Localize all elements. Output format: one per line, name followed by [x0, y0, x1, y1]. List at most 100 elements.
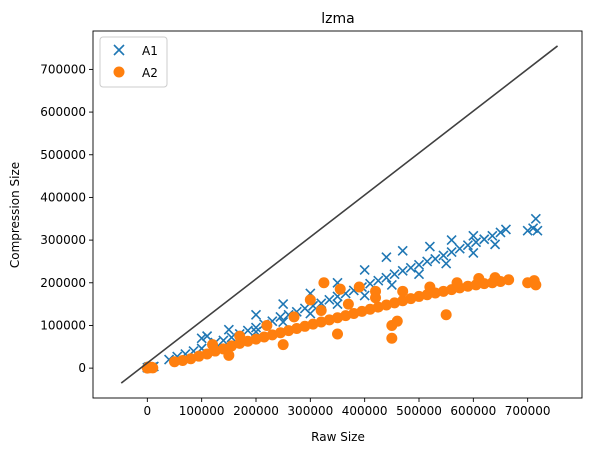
data-point-a1 [386, 279, 397, 290]
data-point-a1 [468, 247, 479, 258]
data-point-a1 [446, 235, 457, 246]
y-tick-label: 400000 [40, 190, 86, 204]
data-point-a2 [386, 332, 398, 344]
data-point-a2 [288, 311, 300, 323]
legend-marker-a2 [113, 66, 125, 78]
y-tick-label: 500000 [40, 148, 86, 162]
y-axis-label: Compression Size [8, 162, 22, 268]
data-point-a1 [397, 245, 408, 256]
data-point-a1 [413, 269, 425, 280]
legend: A1 A2 [99, 36, 168, 88]
data-point-a1 [405, 262, 416, 273]
y-tick-label: 600000 [40, 105, 86, 119]
data-point-a1 [278, 316, 289, 328]
data-point-a1 [305, 308, 316, 319]
data-point-a1 [278, 299, 289, 310]
data-point-a2 [462, 280, 474, 292]
data-point-a1 [196, 333, 207, 344]
data-point-a1 [490, 239, 501, 250]
data-point-a1 [500, 224, 511, 235]
data-point-a2 [473, 273, 485, 285]
y-axis-ticks: 0 100000 200000 300000 400000 500000 600000 700… [40, 62, 93, 375]
data-point-a2 [147, 362, 159, 374]
data-point-a2 [370, 285, 382, 297]
data-point-a1 [470, 237, 482, 248]
data-point-a1 [324, 294, 335, 305]
data-point-a2 [440, 309, 452, 321]
data-point-a1 [381, 252, 392, 263]
data-point-a1 [332, 299, 343, 310]
data-point-a1 [250, 309, 262, 320]
data-point-a1 [218, 335, 229, 346]
x-tick-label: 200000 [233, 404, 279, 418]
data-point-a1 [495, 227, 506, 238]
data-point-a1 [468, 230, 479, 241]
data-point-a1 [424, 241, 435, 252]
data-point-a1 [389, 269, 400, 280]
data-point-a1 [250, 322, 262, 333]
axes-frame [92, 30, 583, 399]
data-point-a2 [234, 330, 246, 342]
data-point-a2 [318, 277, 330, 289]
data-point-a2 [315, 305, 327, 317]
data-point-a1 [532, 225, 543, 236]
data-point-a2 [332, 328, 343, 340]
x-tick-label: 100000 [179, 404, 225, 418]
x-tick-label: 300000 [287, 404, 333, 418]
x-tick-label: 700000 [505, 404, 551, 418]
data-point-a2 [169, 356, 180, 368]
data-point-a2 [503, 274, 515, 286]
data-point-a2 [334, 283, 346, 295]
data-point-a2 [304, 294, 316, 306]
data-point-a2 [342, 298, 354, 310]
reference-line [120, 45, 559, 384]
data-point-a1 [202, 331, 213, 342]
data-point-a1 [223, 324, 234, 335]
data-point-a1 [381, 272, 392, 283]
x-axis-ticks: 0 100000 200000 300000 400000 500000 600000 700… [144, 398, 551, 418]
data-point-a1 [530, 213, 541, 224]
plot-area [120, 45, 559, 384]
x-tick-label: 0 [144, 404, 152, 418]
legend-label-a2: A2 [142, 66, 158, 80]
legend-marker-a1 [113, 44, 125, 56]
data-point-a1 [359, 290, 370, 301]
chart-title: lzma [321, 11, 354, 27]
data-point-a2 [489, 272, 501, 284]
data-point-a2 [530, 279, 542, 291]
y-tick-label: 200000 [40, 276, 86, 290]
x-tick-label: 600000 [450, 404, 496, 418]
data-point-a1 [422, 256, 433, 267]
data-point-a2 [451, 277, 463, 289]
data-point-a1 [413, 259, 425, 270]
data-point-a1 [430, 253, 441, 264]
data-point-a2 [397, 285, 409, 297]
data-point-a2 [391, 315, 403, 327]
data-point-a1 [522, 225, 533, 236]
data-point-a2 [424, 281, 436, 293]
data-point-a1 [446, 246, 457, 258]
y-tick-label: 300000 [40, 233, 86, 247]
data-point-a1 [487, 230, 498, 241]
data-point-a1 [441, 258, 452, 269]
data-point-a1 [397, 265, 408, 276]
data-point-a1 [359, 264, 370, 276]
data-point-a2 [353, 281, 365, 293]
data-point-a1 [479, 234, 490, 245]
y-tick-label: 0 [78, 361, 86, 375]
data-point-a1 [275, 311, 286, 322]
x-tick-label: 500000 [396, 404, 442, 418]
data-point-a1 [438, 250, 449, 261]
x-tick-label: 400000 [342, 404, 388, 418]
data-point-a2 [223, 349, 235, 361]
series-a2 [141, 272, 542, 374]
y-tick-label: 700000 [40, 62, 86, 76]
data-point-a1 [462, 240, 473, 251]
y-tick-label: 100000 [40, 318, 86, 332]
legend-label-a1: A1 [142, 44, 158, 58]
x-axis-label: Raw Size [311, 430, 365, 444]
data-point-a2 [207, 339, 219, 351]
data-point-a2 [261, 319, 273, 331]
data-point-a2 [277, 339, 289, 351]
